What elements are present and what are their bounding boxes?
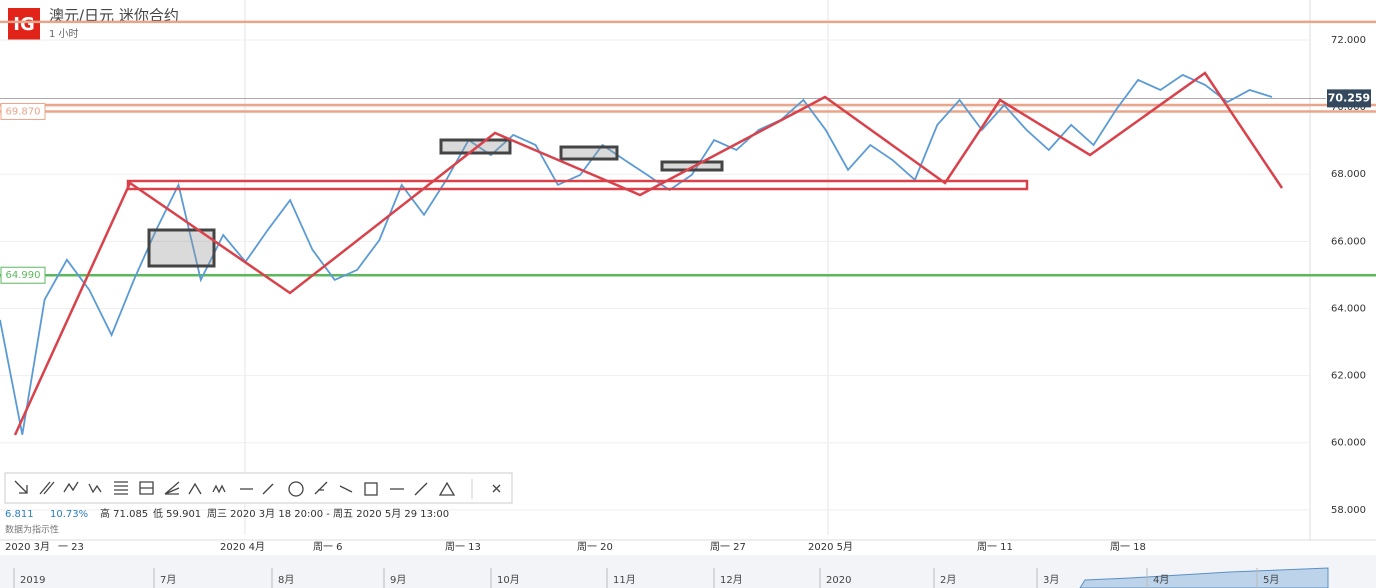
tool-rect[interactable] bbox=[364, 482, 378, 496]
time-label: 一 23 bbox=[58, 542, 84, 553]
time-label: 周一 11 bbox=[977, 541, 1013, 553]
range-box bbox=[147, 228, 216, 268]
level-label: 64.990 bbox=[6, 270, 41, 281]
time-label: 周一 13 bbox=[445, 541, 481, 553]
info-item: 高 71.085 bbox=[100, 507, 148, 520]
time-label: 2020 3月 bbox=[5, 541, 50, 553]
tool-wave2[interactable] bbox=[88, 483, 102, 494]
title: 澳元/日元 迷你合约 bbox=[49, 7, 179, 25]
tool-wave[interactable] bbox=[63, 481, 79, 493]
range-box bbox=[559, 145, 619, 161]
zigzag bbox=[13, 71, 1284, 436]
interval: 1 小时 bbox=[49, 28, 79, 40]
disclaimer: 数据为指示性 bbox=[5, 524, 59, 536]
tool-fib[interactable] bbox=[114, 481, 128, 495]
navigator-label: 11月 bbox=[613, 574, 636, 586]
y-tick-label: 60.000 bbox=[1331, 438, 1366, 449]
level-tag bbox=[0, 102, 46, 120]
info-item: 周三 2020 3月 18 20:00 - 周五 2020 5月 29 13:0… bbox=[207, 508, 449, 520]
navigator-label: 5月 bbox=[1263, 574, 1279, 586]
navigator-label: 10月 bbox=[497, 574, 520, 586]
navigator-label: 8月 bbox=[278, 574, 294, 586]
info-item: 10.73% bbox=[50, 509, 88, 520]
tool-arrow[interactable] bbox=[14, 480, 28, 494]
tool-circle[interactable] bbox=[288, 481, 304, 497]
tool-ruler[interactable] bbox=[262, 483, 274, 495]
time-label: 周一 20 bbox=[577, 541, 613, 553]
toolbar-box bbox=[4, 472, 513, 504]
tool-fib-box[interactable] bbox=[139, 481, 154, 495]
info-item: 6.811 bbox=[5, 509, 34, 520]
y-tick-label: 66.000 bbox=[1331, 236, 1366, 247]
level-label: 69.870 bbox=[6, 106, 41, 117]
range-box bbox=[439, 138, 512, 155]
navigator-label: 2月 bbox=[940, 574, 956, 586]
y-tick-label: 72.000 bbox=[1331, 35, 1366, 46]
tool-elliott[interactable] bbox=[212, 484, 226, 494]
time-label: 2020 4月 bbox=[220, 541, 265, 553]
navigator-label: 3月 bbox=[1043, 574, 1059, 586]
tool-segment[interactable] bbox=[339, 485, 353, 493]
last-price-tag bbox=[1327, 89, 1371, 108]
range-box bbox=[660, 160, 724, 172]
time-label: 周一 6 bbox=[313, 541, 343, 553]
navigator-label: 4月 bbox=[1153, 574, 1169, 586]
tool-channel[interactable] bbox=[314, 481, 328, 495]
navigator-series bbox=[1079, 567, 1329, 588]
info-item: 低 59.901 bbox=[153, 507, 201, 520]
logo-box bbox=[8, 8, 40, 40]
toolbar bbox=[4, 472, 513, 504]
navigator-label: 7月 bbox=[160, 574, 176, 586]
y-tick-label: 70.000 bbox=[1331, 102, 1366, 113]
tool-parallel[interactable] bbox=[39, 481, 55, 495]
logo: IG bbox=[13, 14, 34, 35]
y-tick-label: 62.000 bbox=[1331, 371, 1366, 382]
navigator-label: 2019 bbox=[20, 575, 45, 586]
y-tick-label: 68.000 bbox=[1331, 169, 1366, 180]
time-label: 2020 5月 bbox=[808, 541, 853, 553]
tool-fan[interactable] bbox=[164, 481, 180, 495]
navigator-label: 2020 bbox=[826, 575, 851, 586]
last-price-label: 70.259 bbox=[1328, 91, 1370, 104]
navigator-label: 9月 bbox=[390, 574, 406, 586]
drawings bbox=[13, 71, 1284, 436]
tool-pitchfork[interactable] bbox=[188, 482, 202, 495]
level-tag bbox=[0, 266, 46, 284]
tool-triangle[interactable] bbox=[438, 481, 456, 496]
navigator-label: 12月 bbox=[720, 574, 743, 586]
time-label: 周一 27 bbox=[710, 541, 746, 553]
y-tick-label: 64.000 bbox=[1331, 303, 1366, 314]
time-label: 周一 18 bbox=[1110, 541, 1146, 553]
y-tick-label: 58.000 bbox=[1331, 505, 1366, 516]
support-zone bbox=[126, 179, 1029, 191]
tool-line[interactable] bbox=[414, 482, 428, 496]
toolbar-close[interactable] bbox=[492, 484, 501, 493]
